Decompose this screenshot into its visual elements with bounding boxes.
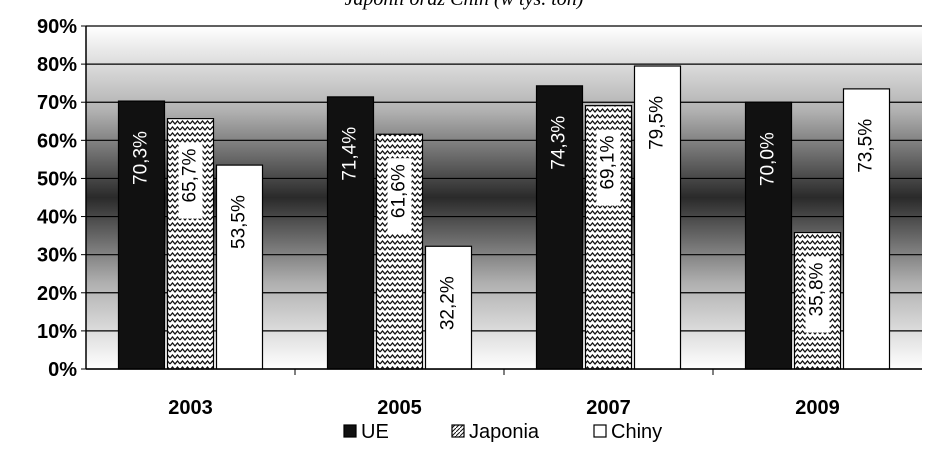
data-label: 32,2% bbox=[438, 276, 459, 330]
data-label: 70,3% bbox=[131, 131, 152, 185]
legend-swatch-japonia bbox=[451, 424, 465, 438]
data-label: 53,5% bbox=[229, 195, 250, 249]
y-tick-label: 10% bbox=[37, 321, 77, 343]
bar-ue-2005 bbox=[326, 96, 375, 370]
data-label: 73,5% bbox=[856, 119, 877, 173]
bar-ue-2009 bbox=[744, 101, 793, 370]
data-label-background bbox=[387, 158, 412, 235]
y-tick-label: 60% bbox=[37, 130, 77, 152]
data-label: 70,0% bbox=[758, 132, 779, 186]
legend-swatch-ue bbox=[343, 424, 357, 438]
x-category-label: 2003 bbox=[168, 397, 213, 419]
data-label: 61,6% bbox=[389, 164, 410, 218]
legend-swatch-chiny bbox=[593, 424, 607, 438]
data-label: 69,1% bbox=[598, 136, 619, 190]
bar-chiny-2007 bbox=[633, 65, 682, 370]
data-label: 35,8% bbox=[807, 262, 828, 316]
y-tick-label: 80% bbox=[37, 54, 77, 76]
data-label: 79,5% bbox=[647, 96, 668, 150]
bar-ue-2007 bbox=[535, 85, 584, 370]
legend-label-chiny: Chiny bbox=[611, 421, 662, 443]
legend-label-ue: UE bbox=[361, 421, 389, 443]
data-label-background bbox=[178, 142, 203, 219]
data-label: 65,7% bbox=[180, 149, 201, 203]
chart-caption: Japonii oraz Chin (w tys. ton) bbox=[0, 0, 928, 11]
data-label: 74,3% bbox=[549, 116, 570, 170]
y-tick-label: 50% bbox=[37, 168, 77, 190]
y-tick-label: 30% bbox=[37, 245, 77, 267]
y-tick-label: 0% bbox=[48, 359, 77, 381]
y-tick-label: 40% bbox=[37, 207, 77, 229]
data-label: 71,4% bbox=[340, 127, 361, 181]
x-category-label: 2009 bbox=[795, 397, 840, 419]
y-tick-label: 90% bbox=[37, 16, 77, 38]
x-category-label: 2005 bbox=[377, 397, 422, 419]
y-tick-label: 70% bbox=[37, 92, 77, 114]
data-label-background bbox=[805, 256, 830, 333]
data-label-background bbox=[596, 129, 621, 206]
y-tick-label: 20% bbox=[37, 283, 77, 305]
x-category-label: 2007 bbox=[586, 397, 631, 419]
legend-label-japonia: Japonia bbox=[469, 421, 540, 443]
bar-ue-2003 bbox=[117, 100, 166, 370]
